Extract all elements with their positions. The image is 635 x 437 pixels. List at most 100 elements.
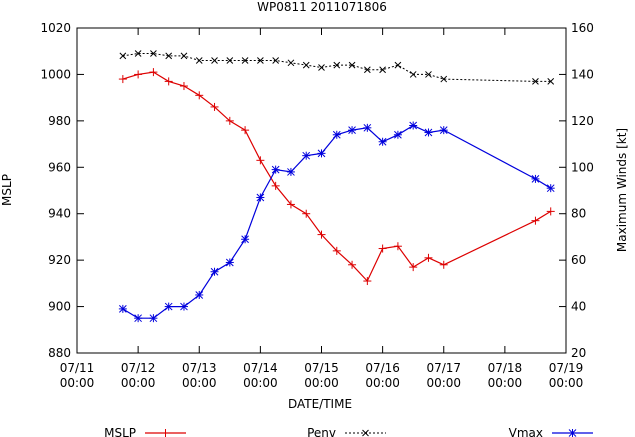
x-tick-label-time: 00:00: [60, 376, 95, 390]
point-penv: [302, 61, 310, 69]
point-penv: [318, 64, 325, 71]
legend-marker: [568, 429, 577, 437]
point-vmax: [118, 304, 127, 313]
point-mslp: [332, 246, 341, 255]
point-mslp: [225, 116, 234, 125]
y-left-tick-label: 940: [48, 207, 71, 221]
point-penv: [287, 59, 295, 67]
x-tick-label-date: 07/11: [60, 361, 95, 375]
point-mslp: [118, 75, 127, 84]
x-tick-label-date: 07/18: [488, 361, 523, 375]
x-ticks: 07/1100:0007/1200:0007/1300:0007/1400:00…: [60, 28, 584, 390]
point-penv: [257, 57, 264, 64]
point-penv: [150, 50, 157, 57]
x-tick-label-date: 07/16: [365, 361, 400, 375]
point-mslp: [348, 260, 357, 269]
series-vmax: [118, 121, 555, 323]
point-mslp: [378, 244, 387, 253]
y-axis-label-right: Maximum Winds [kt]: [615, 128, 629, 252]
point-penv: [348, 61, 356, 69]
y-right-tick-label: 100: [571, 160, 594, 174]
point-vmax: [332, 130, 341, 139]
point-vmax: [302, 151, 311, 160]
point-vmax: [256, 193, 265, 202]
y-right-tick-label: 160: [571, 21, 594, 35]
y-right-ticks: 20 40 60 80 100 120 140 160: [559, 21, 594, 360]
legend-sample-penv: [345, 429, 386, 437]
point-penv: [195, 57, 203, 64]
point-vmax: [424, 128, 433, 137]
series-line-mslp: [122, 71, 552, 283]
x-tick-label-date: 07/14: [243, 361, 278, 375]
point-penv: [165, 52, 173, 60]
point-mslp: [256, 156, 265, 165]
legend-sample-vmax: [552, 429, 593, 437]
point-vmax: [210, 267, 219, 276]
y-left-tick-label: 920: [48, 253, 71, 267]
legend-label-penv: Penv: [307, 426, 336, 437]
point-mslp: [271, 181, 280, 190]
x-tick-label-time: 00:00: [121, 376, 156, 390]
y-left-tick-label: 1000: [40, 67, 71, 81]
x-axis-label: DATE/TIME: [288, 397, 352, 411]
legend-marker: [161, 429, 170, 437]
y-right-tick-label: 40: [571, 300, 586, 314]
y-left-tick-label: 1020: [40, 21, 71, 35]
series-penv: [119, 50, 555, 85]
legend-item-penv: Penv: [307, 426, 386, 437]
point-mslp: [134, 70, 143, 79]
point-vmax: [393, 130, 402, 139]
legend-item-mslp: MSLP: [104, 426, 186, 437]
x-tick-label-date: 07/15: [304, 361, 339, 375]
point-mslp: [179, 82, 188, 91]
plot-frame: [76, 27, 567, 354]
y-left-tick-label: 960: [48, 160, 71, 174]
point-penv: [211, 57, 218, 64]
x-tick-label-time: 00:00: [426, 376, 461, 390]
point-mslp: [286, 200, 295, 209]
y-right-tick-label: 60: [571, 253, 586, 267]
y-right-tick-label: 20: [571, 346, 586, 360]
y-right-tick-label: 120: [571, 114, 594, 128]
point-vmax: [531, 174, 540, 183]
y-left-tick-label: 900: [48, 300, 71, 314]
x-tick-label-time: 00:00: [304, 376, 339, 390]
point-penv: [440, 75, 448, 83]
point-vmax: [378, 137, 387, 146]
y-axis-label-left: MSLP: [0, 174, 14, 206]
point-vmax: [195, 290, 204, 299]
point-vmax: [225, 258, 234, 267]
point-mslp: [424, 253, 433, 262]
point-penv: [333, 61, 341, 69]
point-vmax: [286, 167, 295, 176]
y-right-tick-label: 80: [571, 207, 586, 221]
point-penv: [394, 61, 402, 69]
series-mslp: [118, 68, 555, 286]
point-vmax: [241, 235, 250, 244]
point-penv: [409, 71, 417, 78]
point-vmax: [149, 314, 158, 323]
point-penv: [134, 50, 142, 57]
legend: MSLP Penv Vmax: [104, 426, 593, 437]
point-mslp: [439, 260, 448, 269]
legend-marker: [362, 429, 369, 437]
point-penv: [363, 66, 371, 74]
point-mslp: [164, 77, 173, 86]
x-tick-label-date: 07/17: [426, 361, 461, 375]
point-mslp: [409, 263, 418, 272]
point-vmax: [134, 314, 143, 323]
point-mslp: [531, 216, 540, 225]
legend-label-vmax: Vmax: [509, 426, 543, 437]
series-line-penv: [122, 53, 551, 82]
point-vmax: [363, 123, 372, 132]
legend-item-vmax: Vmax: [509, 426, 593, 437]
x-tick-label-time: 00:00: [549, 376, 584, 390]
point-vmax: [179, 302, 188, 311]
point-mslp: [195, 91, 204, 100]
y-left-tick-label: 880: [48, 346, 71, 360]
y-right-tick-label: 140: [571, 67, 594, 81]
point-vmax: [271, 165, 280, 174]
y-left-tick-label: 980: [48, 114, 71, 128]
x-tick-label-time: 00:00: [488, 376, 523, 390]
